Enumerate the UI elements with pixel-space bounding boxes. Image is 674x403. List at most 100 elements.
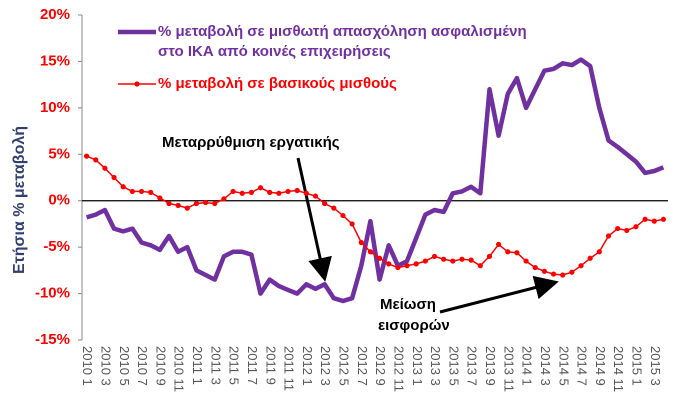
data-point — [605, 233, 612, 239]
data-point — [358, 239, 364, 246]
data-point — [138, 188, 145, 195]
x-tick-label: 2012 9 — [373, 346, 388, 386]
data-point — [395, 264, 401, 271]
data-point — [340, 212, 346, 219]
data-point — [596, 249, 602, 255]
data-point — [441, 256, 447, 262]
y-tick-label: 10% — [40, 99, 70, 116]
data-point — [166, 200, 172, 207]
data-point — [102, 165, 108, 171]
data-point — [257, 185, 264, 191]
legend-marker — [134, 81, 140, 87]
x-tick-label: 2013 7 — [465, 346, 480, 386]
data-point — [294, 187, 300, 194]
x-tick-label: 2010 1 — [80, 346, 95, 386]
data-point — [322, 200, 328, 207]
x-tick-label: 2010 3 — [98, 346, 113, 386]
data-point — [422, 258, 428, 264]
data-point — [312, 193, 319, 199]
data-point — [578, 263, 584, 269]
x-tick-label: 2014 11 — [611, 346, 626, 392]
annotation-arrow — [296, 157, 332, 282]
data-point — [193, 200, 200, 207]
data-point — [276, 190, 282, 196]
data-point — [203, 199, 209, 206]
data-point — [569, 269, 575, 275]
data-point — [303, 190, 309, 196]
x-tick-label: 2012 5 — [337, 346, 352, 386]
x-tick-label: 2012 7 — [355, 346, 370, 386]
x-tick-label: 2014 9 — [593, 346, 608, 386]
data-point — [642, 216, 648, 222]
data-point — [560, 272, 566, 278]
data-point — [523, 258, 529, 264]
y-tick-label: -10% — [35, 285, 70, 302]
legend-label: % μεταβολή σε μισθωτή απασχόληση ασφαλισ… — [158, 23, 527, 60]
x-tick-label: 2013 11 — [501, 346, 516, 392]
data-point — [221, 196, 227, 202]
data-point — [148, 189, 154, 195]
data-point — [376, 255, 383, 261]
data-point — [505, 249, 511, 255]
x-tick-label: 2015 1 — [630, 346, 645, 386]
data-point — [175, 202, 181, 208]
legend-label: % μεταβολή σε βασικούς μισθούς — [158, 75, 397, 92]
y-tick-label: -15% — [35, 331, 70, 348]
data-point — [93, 157, 99, 163]
x-tick-label: 2010 5 — [117, 346, 132, 386]
data-point — [285, 188, 291, 195]
x-tick-label: 2013 1 — [410, 346, 425, 386]
data-point — [349, 221, 355, 227]
data-point — [212, 200, 218, 207]
data-point — [651, 218, 657, 224]
x-tick-label: 2012 1 — [300, 346, 315, 386]
data-point — [587, 255, 593, 261]
data-point — [157, 195, 163, 201]
data-point — [129, 188, 135, 195]
data-point — [486, 253, 493, 260]
y-tick-label: 15% — [40, 52, 70, 69]
x-tick-label: 2010 11 — [172, 346, 187, 392]
x-tick-label: 2013 3 — [428, 346, 443, 386]
data-point — [541, 268, 547, 274]
x-tick-label: 2014 1 — [520, 346, 535, 386]
x-tick-label: 2014 5 — [556, 346, 571, 386]
data-point — [239, 190, 245, 196]
data-point — [514, 250, 520, 256]
x-tick-label: 2014 3 — [538, 346, 553, 386]
data-point — [532, 264, 538, 271]
data-point — [248, 189, 254, 195]
data-point — [413, 261, 419, 267]
series-line — [86, 155, 664, 276]
data-point — [633, 224, 639, 230]
x-tick-label: 2011 5 — [227, 346, 242, 385]
annotation: Μεταρρύθμιση εργατικής — [162, 134, 340, 151]
data-point — [450, 258, 456, 264]
data-point — [386, 261, 392, 267]
x-tick-label: 2014 7 — [575, 346, 590, 386]
annotation: εισφορών — [378, 317, 450, 334]
data-point — [184, 205, 190, 211]
data-point — [660, 216, 667, 222]
data-point — [477, 263, 483, 269]
data-point — [550, 271, 557, 277]
y-tick-label: 0% — [48, 192, 70, 209]
x-tick-label: 2012 11 — [391, 346, 406, 392]
data-point — [624, 227, 630, 234]
y-axis-title: Ετήσια % μεταβολή — [11, 126, 28, 274]
data-point — [404, 263, 410, 269]
data-point — [496, 241, 502, 247]
annotation-arrow — [439, 275, 559, 314]
y-tick-label: 5% — [48, 145, 70, 162]
series-line — [85, 57, 665, 304]
y-tick-label: 20% — [40, 6, 70, 23]
annotation: Μείωση — [380, 296, 436, 313]
data-point — [111, 174, 117, 181]
x-tick-label: 2010 9 — [153, 346, 168, 386]
data-point — [83, 153, 90, 159]
data-point — [120, 184, 126, 190]
data-point — [615, 225, 621, 232]
x-tick-label: 2011 9 — [263, 346, 278, 385]
